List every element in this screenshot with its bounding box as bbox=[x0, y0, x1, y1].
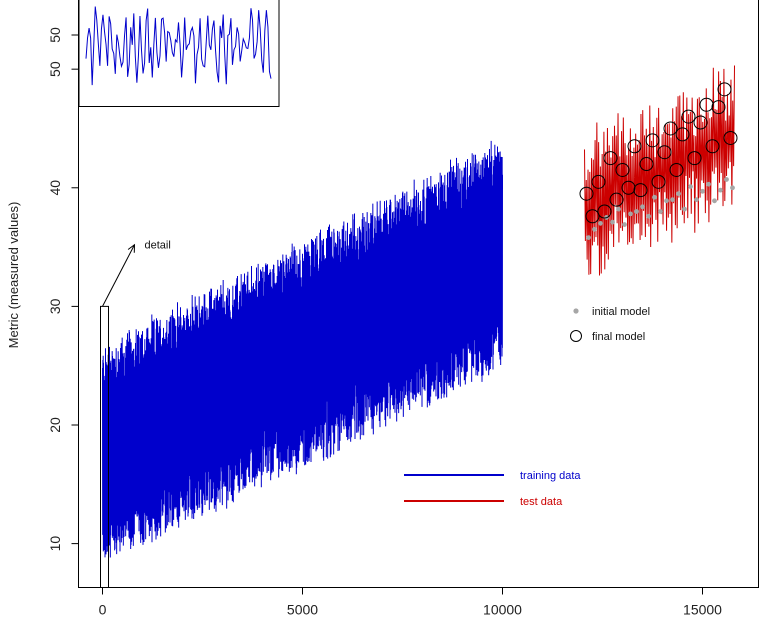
initial-model-point bbox=[706, 181, 711, 187]
initial-model-point bbox=[676, 191, 681, 197]
initial-model-point bbox=[652, 194, 657, 200]
plot-frame bbox=[78, 0, 759, 588]
detail-arrow bbox=[102, 244, 135, 307]
final-model-point bbox=[651, 174, 666, 189]
legend-line-label: test data bbox=[520, 496, 563, 508]
final-model-points bbox=[579, 82, 738, 224]
final-model-point bbox=[621, 180, 636, 195]
x-tick-label: 10000 bbox=[483, 602, 522, 618]
final-model-point bbox=[645, 133, 660, 148]
initial-model-point bbox=[658, 209, 663, 214]
final-model-point bbox=[585, 209, 600, 224]
final-model-point bbox=[657, 145, 672, 160]
final-model-point bbox=[699, 97, 714, 112]
initial-model-points bbox=[586, 177, 735, 240]
initial-model-point bbox=[646, 213, 651, 219]
legend-label: final model bbox=[592, 331, 645, 343]
final-model-point bbox=[603, 151, 618, 166]
initial-model-point bbox=[616, 206, 621, 212]
detail-arrowhead bbox=[127, 243, 136, 253]
x-tick-label: 15000 bbox=[683, 602, 722, 618]
final-model-point bbox=[579, 186, 594, 201]
detail-inset: 50 bbox=[47, 0, 280, 107]
x-tick-label: 5000 bbox=[287, 602, 318, 618]
final-model-point bbox=[597, 204, 612, 219]
initial-model-point bbox=[628, 211, 633, 217]
final-model-point bbox=[627, 139, 642, 154]
test-data-line bbox=[584, 65, 735, 276]
legend-line-label: training data bbox=[520, 470, 581, 482]
initial-model-point bbox=[700, 188, 705, 194]
initial-model-point bbox=[640, 204, 645, 210]
y-tick-label: 50 bbox=[47, 61, 63, 77]
inset-background bbox=[78, 0, 280, 107]
initial-model-point bbox=[694, 197, 699, 203]
final-model-point bbox=[633, 183, 648, 198]
final-model-point bbox=[609, 192, 624, 207]
detail-box bbox=[100, 305, 109, 588]
legend-points: initial model final model bbox=[570, 306, 650, 343]
y-tick-label: 30 bbox=[47, 298, 63, 314]
final-model-point bbox=[693, 115, 708, 130]
final-model-point bbox=[639, 157, 654, 172]
final-model-point bbox=[591, 174, 606, 189]
test-series bbox=[584, 65, 735, 276]
final-model-point bbox=[723, 130, 738, 145]
initial-model-point bbox=[598, 220, 603, 226]
training-data-line bbox=[102, 140, 503, 558]
y-tick-label: 10 bbox=[47, 536, 63, 552]
legend-lines: training data test data bbox=[404, 470, 581, 508]
training-series bbox=[102, 140, 503, 558]
initial-model-point bbox=[664, 198, 669, 204]
initial-model-point bbox=[688, 184, 693, 189]
inset-data-line bbox=[85, 6, 272, 86]
initial-model-point bbox=[718, 187, 723, 193]
inset-series bbox=[85, 6, 272, 86]
final-model-point bbox=[717, 82, 732, 97]
final-model-point bbox=[669, 162, 684, 177]
final-model-point bbox=[681, 109, 696, 124]
final-model-point bbox=[615, 162, 630, 177]
x-axis: 0 5000 10000 15000 bbox=[99, 587, 722, 618]
initial-model-point bbox=[586, 235, 591, 240]
initial-model-point bbox=[622, 222, 627, 227]
final-model-point bbox=[687, 151, 702, 166]
legend-marker-final-model bbox=[570, 330, 582, 342]
initial-model-point bbox=[592, 226, 597, 232]
y-tick-label: 20 bbox=[47, 417, 63, 433]
y-tick-label: 40 bbox=[47, 180, 63, 196]
final-model-point bbox=[711, 100, 726, 115]
initial-model-point bbox=[724, 177, 729, 182]
final-model-point bbox=[705, 139, 720, 154]
final-model-point bbox=[663, 121, 678, 136]
legend-marker-initial-model bbox=[573, 308, 579, 314]
legend-label: initial model bbox=[592, 306, 650, 318]
inset-y-tick-label: 50 bbox=[47, 27, 63, 43]
initial-model-point bbox=[634, 209, 639, 214]
y-axis-label: Metric (measured values) bbox=[6, 202, 21, 349]
initial-model-point bbox=[682, 206, 687, 212]
initial-model-point bbox=[730, 185, 735, 191]
x-tick-label: 0 bbox=[99, 602, 107, 618]
final-model-point bbox=[675, 127, 690, 142]
initial-model-point bbox=[610, 219, 615, 225]
initial-model-point bbox=[670, 197, 675, 203]
detail-annotation: detail bbox=[145, 240, 171, 252]
initial-model-point bbox=[712, 198, 717, 204]
y-axis: 10 20 30 40 50 bbox=[47, 61, 79, 552]
